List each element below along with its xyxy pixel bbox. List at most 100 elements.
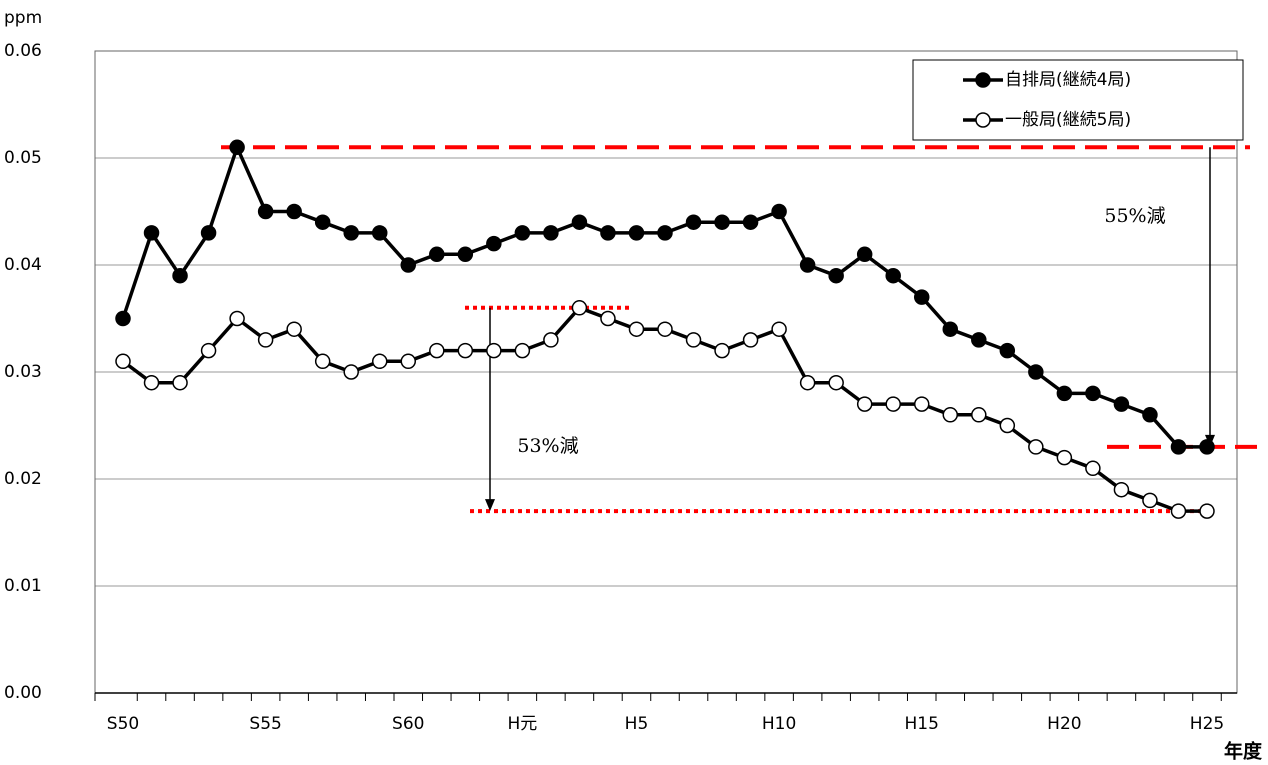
data-point [999, 417, 1016, 434]
legend-marker [975, 72, 991, 88]
data-point [742, 214, 759, 230]
legend-marker [975, 112, 991, 128]
data-point [856, 246, 873, 263]
data-point [143, 374, 160, 391]
y-tick-label: 0.00 [4, 683, 42, 703]
data-point [486, 235, 502, 252]
data-point [229, 139, 245, 156]
data-point [400, 257, 417, 273]
data-point [286, 203, 302, 220]
y-tick-label: 0.02 [4, 469, 42, 489]
data-point [143, 225, 160, 241]
data-point [457, 246, 474, 263]
data-point [628, 321, 645, 337]
y-tick-label: 0.01 [4, 576, 42, 596]
data-point [257, 332, 274, 348]
data-point [514, 225, 531, 241]
x-tick-label: S55 [249, 714, 281, 734]
x-tick-label: H15 [905, 714, 939, 734]
arrow-head [485, 499, 495, 512]
data-point [314, 214, 331, 230]
data-point [1028, 364, 1044, 380]
x-tick-label: S50 [107, 714, 139, 734]
data-point [1199, 439, 1215, 455]
x-tick-label: S60 [392, 714, 424, 734]
data-point [343, 225, 359, 241]
data-point [999, 342, 1016, 359]
data-point [856, 396, 873, 412]
y-tick-label: 0.05 [4, 148, 42, 168]
y-tick-label: 0.03 [4, 362, 42, 382]
data-point [799, 257, 816, 273]
data-point [371, 353, 388, 370]
y-tick-label: 0.04 [4, 255, 42, 275]
data-point [571, 300, 588, 316]
data-point [172, 267, 188, 284]
data-point [742, 332, 759, 348]
data-point [115, 310, 131, 327]
x-tick-label: H元 [507, 714, 537, 734]
legend-box [912, 59, 1244, 141]
data-point [200, 342, 217, 359]
data-point [172, 374, 188, 391]
data-point [257, 203, 274, 220]
data-point [942, 321, 959, 337]
data-point [714, 342, 730, 359]
data-point [771, 321, 787, 337]
data-point [229, 310, 245, 327]
annotation-text: 53%減 [517, 435, 578, 457]
data-point [429, 342, 445, 359]
data-point [571, 214, 588, 230]
data-point [771, 203, 787, 220]
data-point [1056, 385, 1073, 402]
data-point [942, 407, 959, 423]
data-point [971, 332, 987, 348]
data-point [1113, 481, 1130, 498]
data-point [1199, 503, 1215, 519]
data-point [200, 225, 217, 241]
data-point [1085, 385, 1101, 402]
x-tick-label: H20 [1047, 714, 1081, 734]
data-point [628, 225, 645, 241]
series-line [121, 306, 1207, 513]
x-tick-label: H5 [625, 714, 649, 734]
y-axis-label: ppm [4, 8, 42, 28]
data-point [828, 374, 844, 391]
data-point [543, 332, 559, 348]
data-point [286, 321, 302, 337]
y-tick-label: 0.06 [4, 41, 42, 61]
data-point [1142, 492, 1158, 509]
data-point [1170, 503, 1187, 519]
data-point [400, 353, 417, 370]
data-point [371, 225, 388, 241]
x-axis-label: 年度 [1224, 740, 1263, 763]
data-point [600, 310, 616, 327]
data-point [1085, 460, 1101, 477]
data-point [514, 342, 531, 359]
data-point [314, 353, 331, 370]
data-point [685, 332, 702, 348]
data-point [1028, 439, 1044, 455]
data-point [1142, 407, 1158, 423]
x-tick-label: H10 [762, 714, 796, 734]
data-point [343, 364, 359, 380]
annotation-text: 55%減 [1104, 205, 1165, 227]
data-point [429, 246, 445, 263]
data-point [885, 396, 901, 412]
data-point [913, 289, 930, 305]
data-point [657, 321, 673, 337]
data-point [685, 214, 702, 230]
data-point [457, 342, 474, 359]
x-tick-label: H25 [1190, 714, 1224, 734]
data-point [1113, 396, 1130, 412]
data-point [913, 396, 930, 412]
data-point [828, 267, 844, 284]
data-point [115, 353, 131, 370]
data-point [714, 214, 730, 230]
data-point [1056, 449, 1073, 466]
data-point [600, 225, 616, 241]
data-point [971, 407, 987, 423]
data-point [1170, 439, 1187, 455]
data-point [543, 225, 559, 241]
